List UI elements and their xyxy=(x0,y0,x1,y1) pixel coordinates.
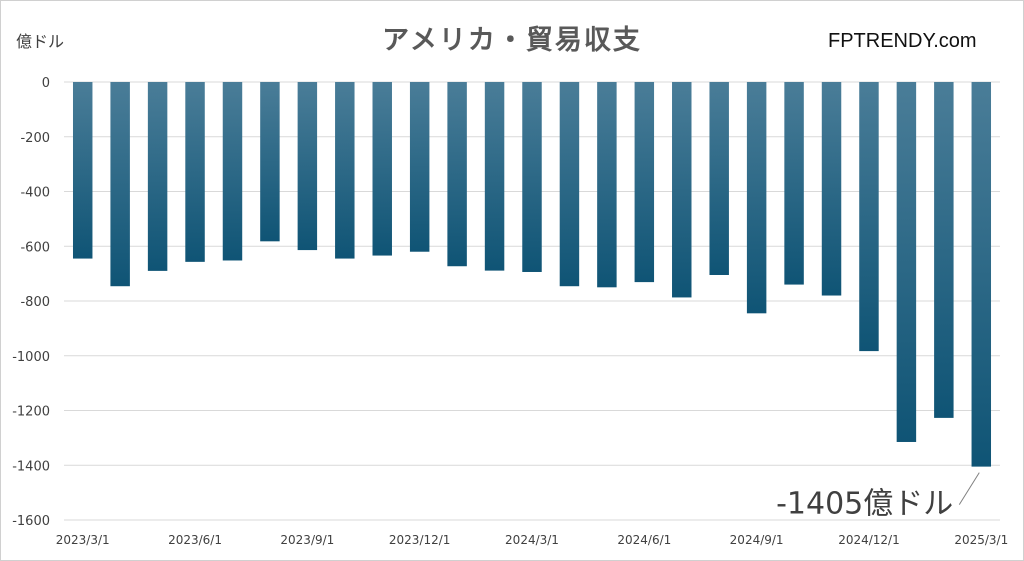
x-tick-label: 2024/9/1 xyxy=(730,533,784,547)
bar-series xyxy=(72,82,992,467)
bar xyxy=(971,82,992,467)
y-tick-label: -1000 xyxy=(12,350,50,365)
x-tick-label: 2024/6/1 xyxy=(617,533,671,547)
bar xyxy=(934,82,954,418)
bar xyxy=(147,82,168,271)
bar xyxy=(672,82,692,298)
bar xyxy=(709,82,729,275)
x-tick-label: 2023/6/1 xyxy=(168,533,222,547)
y-tick-label: -600 xyxy=(20,240,50,255)
bar xyxy=(297,82,318,251)
y-tick-label: -800 xyxy=(20,295,50,310)
chart-title: アメリカ・貿易収支 xyxy=(382,25,642,56)
x-axis-ticks: 2023/3/1 2023/6/1 2023/9/1 2023/12/1 2024/3/… xyxy=(56,533,1008,547)
y-tick-label: -200 xyxy=(20,131,50,146)
bar xyxy=(522,82,542,272)
y-axis-ticks: 0 -200 -400 -600 -800 -1000 -1200 -1400 -1600 xyxy=(12,76,50,529)
x-tick-label: 2024/12/1 xyxy=(838,533,900,547)
y-tick-label: -1400 xyxy=(12,459,50,474)
bar xyxy=(634,82,655,283)
x-tick-label: 2023/3/1 xyxy=(56,533,110,547)
y-tick-label: -1600 xyxy=(12,514,50,529)
y-tick-label: 0 xyxy=(42,76,50,91)
y-tick-label: -1200 xyxy=(12,405,50,420)
bar xyxy=(784,82,804,285)
x-tick-label: 2023/12/1 xyxy=(389,533,451,547)
x-tick-label: 2023/9/1 xyxy=(280,533,334,547)
bar xyxy=(597,82,617,288)
bar xyxy=(260,82,280,242)
bar xyxy=(859,82,879,352)
x-tick-label: 2024/3/1 xyxy=(505,533,559,547)
y-unit-label: 億ドル xyxy=(16,32,65,51)
bar xyxy=(746,82,767,314)
bar xyxy=(110,82,130,287)
bar xyxy=(484,82,505,271)
bar xyxy=(559,82,580,287)
bar xyxy=(335,82,355,259)
bar xyxy=(222,82,243,261)
bar xyxy=(409,82,430,252)
y-tick-label: -400 xyxy=(20,186,50,201)
x-tick-label: 2025/3/1 xyxy=(954,533,1008,547)
bar xyxy=(372,82,392,256)
brand-label: FPTRENDY.com xyxy=(828,30,977,52)
bar xyxy=(185,82,205,262)
bar xyxy=(896,82,917,442)
annotation-leader-line xyxy=(958,472,980,505)
bar-annotation: -1405億ドル xyxy=(776,472,980,522)
bar xyxy=(447,82,467,267)
bar xyxy=(72,82,93,259)
annotation-label: -1405億ドル xyxy=(776,487,953,522)
bar xyxy=(821,82,842,296)
